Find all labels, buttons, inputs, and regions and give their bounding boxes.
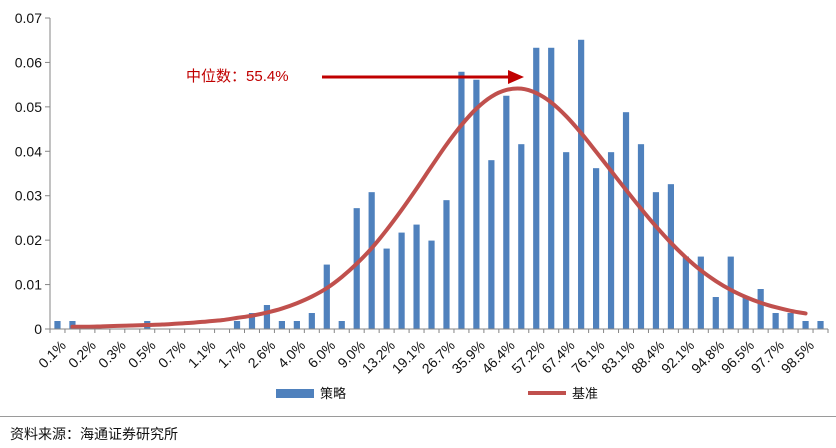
- x-tick-label: 19.1%: [389, 337, 428, 376]
- median-arrow-head: [508, 70, 524, 84]
- y-tick-label: 0.04: [15, 143, 42, 159]
- y-tick-label: 0.02: [15, 232, 42, 248]
- bar: [548, 47, 555, 330]
- bar: [652, 192, 660, 329]
- x-tick-label: 0.7%: [155, 337, 189, 371]
- x-tick-label: 76.1%: [568, 337, 607, 376]
- y-tick-label: 0.01: [15, 277, 42, 293]
- x-tick-label: 1.1%: [185, 337, 219, 371]
- x-tick-label: 1.7%: [215, 337, 249, 371]
- median-label: 中位数：55.4%: [186, 67, 289, 85]
- bar: [578, 39, 585, 330]
- bar: [772, 313, 779, 329]
- bar: [398, 232, 405, 329]
- bar: [293, 321, 300, 329]
- bar: [503, 95, 510, 329]
- x-tick-label: 35.9%: [448, 337, 487, 376]
- y-tick-label: 0.03: [15, 188, 42, 204]
- bar: [383, 248, 390, 329]
- x-tick-label: 13.2%: [359, 337, 398, 376]
- bar: [54, 321, 61, 329]
- bar: [607, 152, 615, 329]
- bar: [248, 313, 256, 329]
- bar: [563, 152, 570, 329]
- bar: [458, 71, 465, 329]
- x-tick-label: 83.1%: [598, 337, 637, 376]
- x-axis: 0.1%0.2%0.3%0.5%0.7%1.1%1.7%2.6%4.0%6.0%…: [35, 328, 829, 377]
- median-value: 55.4%: [246, 68, 289, 85]
- bar: [727, 256, 734, 329]
- line-series: [70, 86, 808, 329]
- bar: [787, 313, 794, 329]
- x-tick-label: 57.2%: [508, 337, 547, 376]
- x-tick-label: 0.1%: [35, 337, 69, 371]
- x-tick-label: 92.1%: [658, 337, 697, 376]
- bar: [682, 256, 689, 329]
- x-tick-label: 0.5%: [125, 337, 159, 371]
- bar: [233, 321, 241, 329]
- bar: [368, 192, 375, 329]
- bar: [473, 79, 480, 329]
- legend-label-benchmark: 基准: [572, 387, 598, 402]
- x-tick-label: 67.4%: [538, 337, 577, 376]
- x-tick-label: 6.0%: [304, 337, 338, 371]
- y-tick-label: 0: [34, 321, 42, 337]
- bar: [488, 160, 495, 329]
- chart: 00.010.020.030.040.050.060.07 0.1%0.2%0.…: [15, 10, 829, 402]
- bar: [413, 224, 420, 329]
- x-tick-label: 0.2%: [65, 337, 99, 371]
- footer-divider: [0, 416, 836, 417]
- bar: [443, 200, 450, 329]
- bar-series: [54, 39, 824, 330]
- bar: [533, 47, 540, 330]
- bar: [742, 297, 749, 329]
- bar: [278, 321, 285, 329]
- bar: [428, 240, 435, 329]
- y-axis: 0 0.01 0.02 0.03 0.04 0.05 0.06 0.07: [15, 10, 51, 337]
- bar: [622, 112, 630, 329]
- x-tick-label: 2.6%: [245, 337, 279, 371]
- bar: [757, 289, 764, 329]
- x-tick-label: 26.7%: [419, 337, 458, 376]
- bar: [817, 321, 824, 329]
- source-note: 资料来源：海通证券研究所: [10, 427, 178, 443]
- benchmark-curve: [70, 86, 808, 329]
- bar: [667, 184, 674, 329]
- y-tick-label: 0.06: [15, 54, 42, 70]
- bar: [637, 144, 645, 329]
- bar: [338, 321, 345, 329]
- x-tick-label: 94.8%: [688, 337, 727, 376]
- bar: [712, 297, 719, 329]
- bar: [353, 208, 360, 329]
- y-tick-label: 0.05: [15, 99, 42, 115]
- median-label-prefix: 中位数：: [186, 67, 246, 85]
- bar: [593, 168, 600, 329]
- bar: [697, 256, 704, 329]
- bar: [802, 321, 809, 329]
- x-tick-label: 0.3%: [95, 337, 129, 371]
- x-tick-label: 4.0%: [274, 337, 308, 371]
- bar: [308, 313, 315, 329]
- x-tick-label: 88.4%: [628, 337, 667, 376]
- bar: [263, 305, 271, 329]
- x-tick-label: 96.5%: [718, 337, 757, 376]
- bar: [518, 144, 525, 329]
- x-tick-label: 98.5%: [778, 337, 817, 376]
- legend-label-strategy: 策略: [320, 386, 346, 402]
- y-tick-label: 0.07: [15, 10, 42, 26]
- x-tick-label: 46.4%: [478, 337, 517, 376]
- legend: 策略 基准: [276, 386, 598, 402]
- legend-swatch-strategy: [276, 389, 314, 398]
- bar: [323, 264, 330, 329]
- x-tick-label: 97.7%: [748, 337, 787, 376]
- median-annotation: 中位数：55.4%: [186, 67, 524, 85]
